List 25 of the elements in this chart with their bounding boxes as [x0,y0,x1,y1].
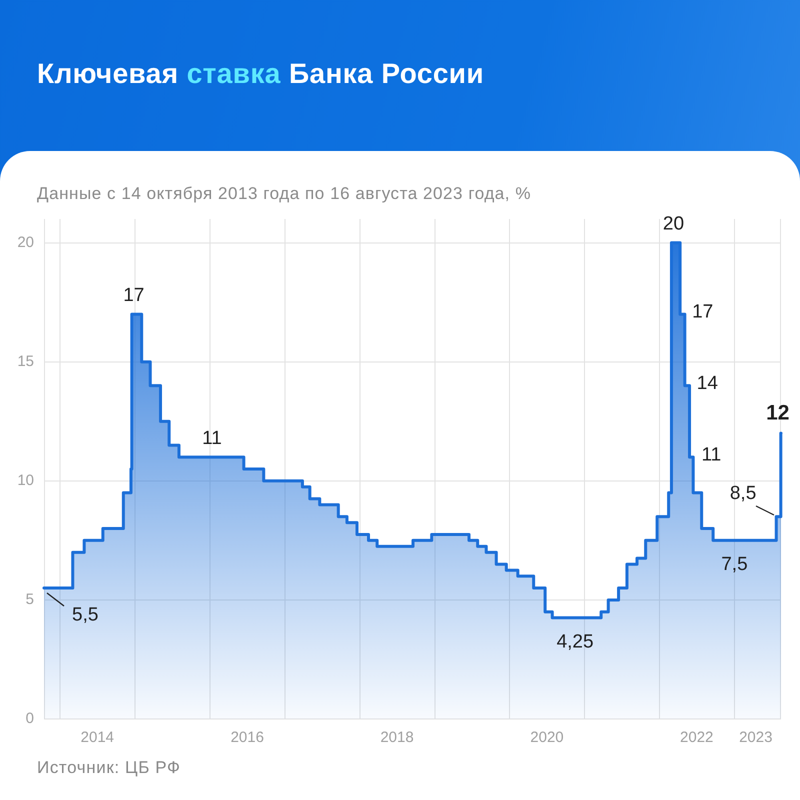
x-tick-label: 2016 [230,729,264,746]
y-tick-label: 15 [17,353,34,370]
annotation: 5,5 [72,604,98,626]
x-tick-label: 2023 [739,729,772,746]
chart-subtitle: Данные с 14 октября 2013 года по 16 августа 2023 года, % [37,184,532,204]
annotation: 17 [692,301,714,322]
y-tick-label: 10 [17,472,34,490]
x-tick-label: 2014 [80,729,114,746]
y-tick-label: 20 [17,234,34,251]
annotation: 20 [662,214,684,235]
text: Источник: ЦБ РФ [37,758,181,778]
annotation: 7,5 [721,554,748,576]
annotation: 11 [702,444,722,466]
chart-title: Ключевая ставка Банка России [37,58,484,89]
annotation: 17 [123,284,144,306]
x-tick-label: 2020 [530,729,564,746]
annotation: 4,25 [556,632,594,653]
annotation: 14 [696,372,718,394]
annotation: 8,5 [730,482,756,504]
x-tick-label: 2018 [380,729,414,746]
y-tick-label: 5 [26,591,34,608]
annotation: 11 [202,428,222,449]
x-tick-label: 2022 [680,729,714,746]
y-tick-label: 0 [26,710,34,728]
annotation: 12 [766,402,790,425]
